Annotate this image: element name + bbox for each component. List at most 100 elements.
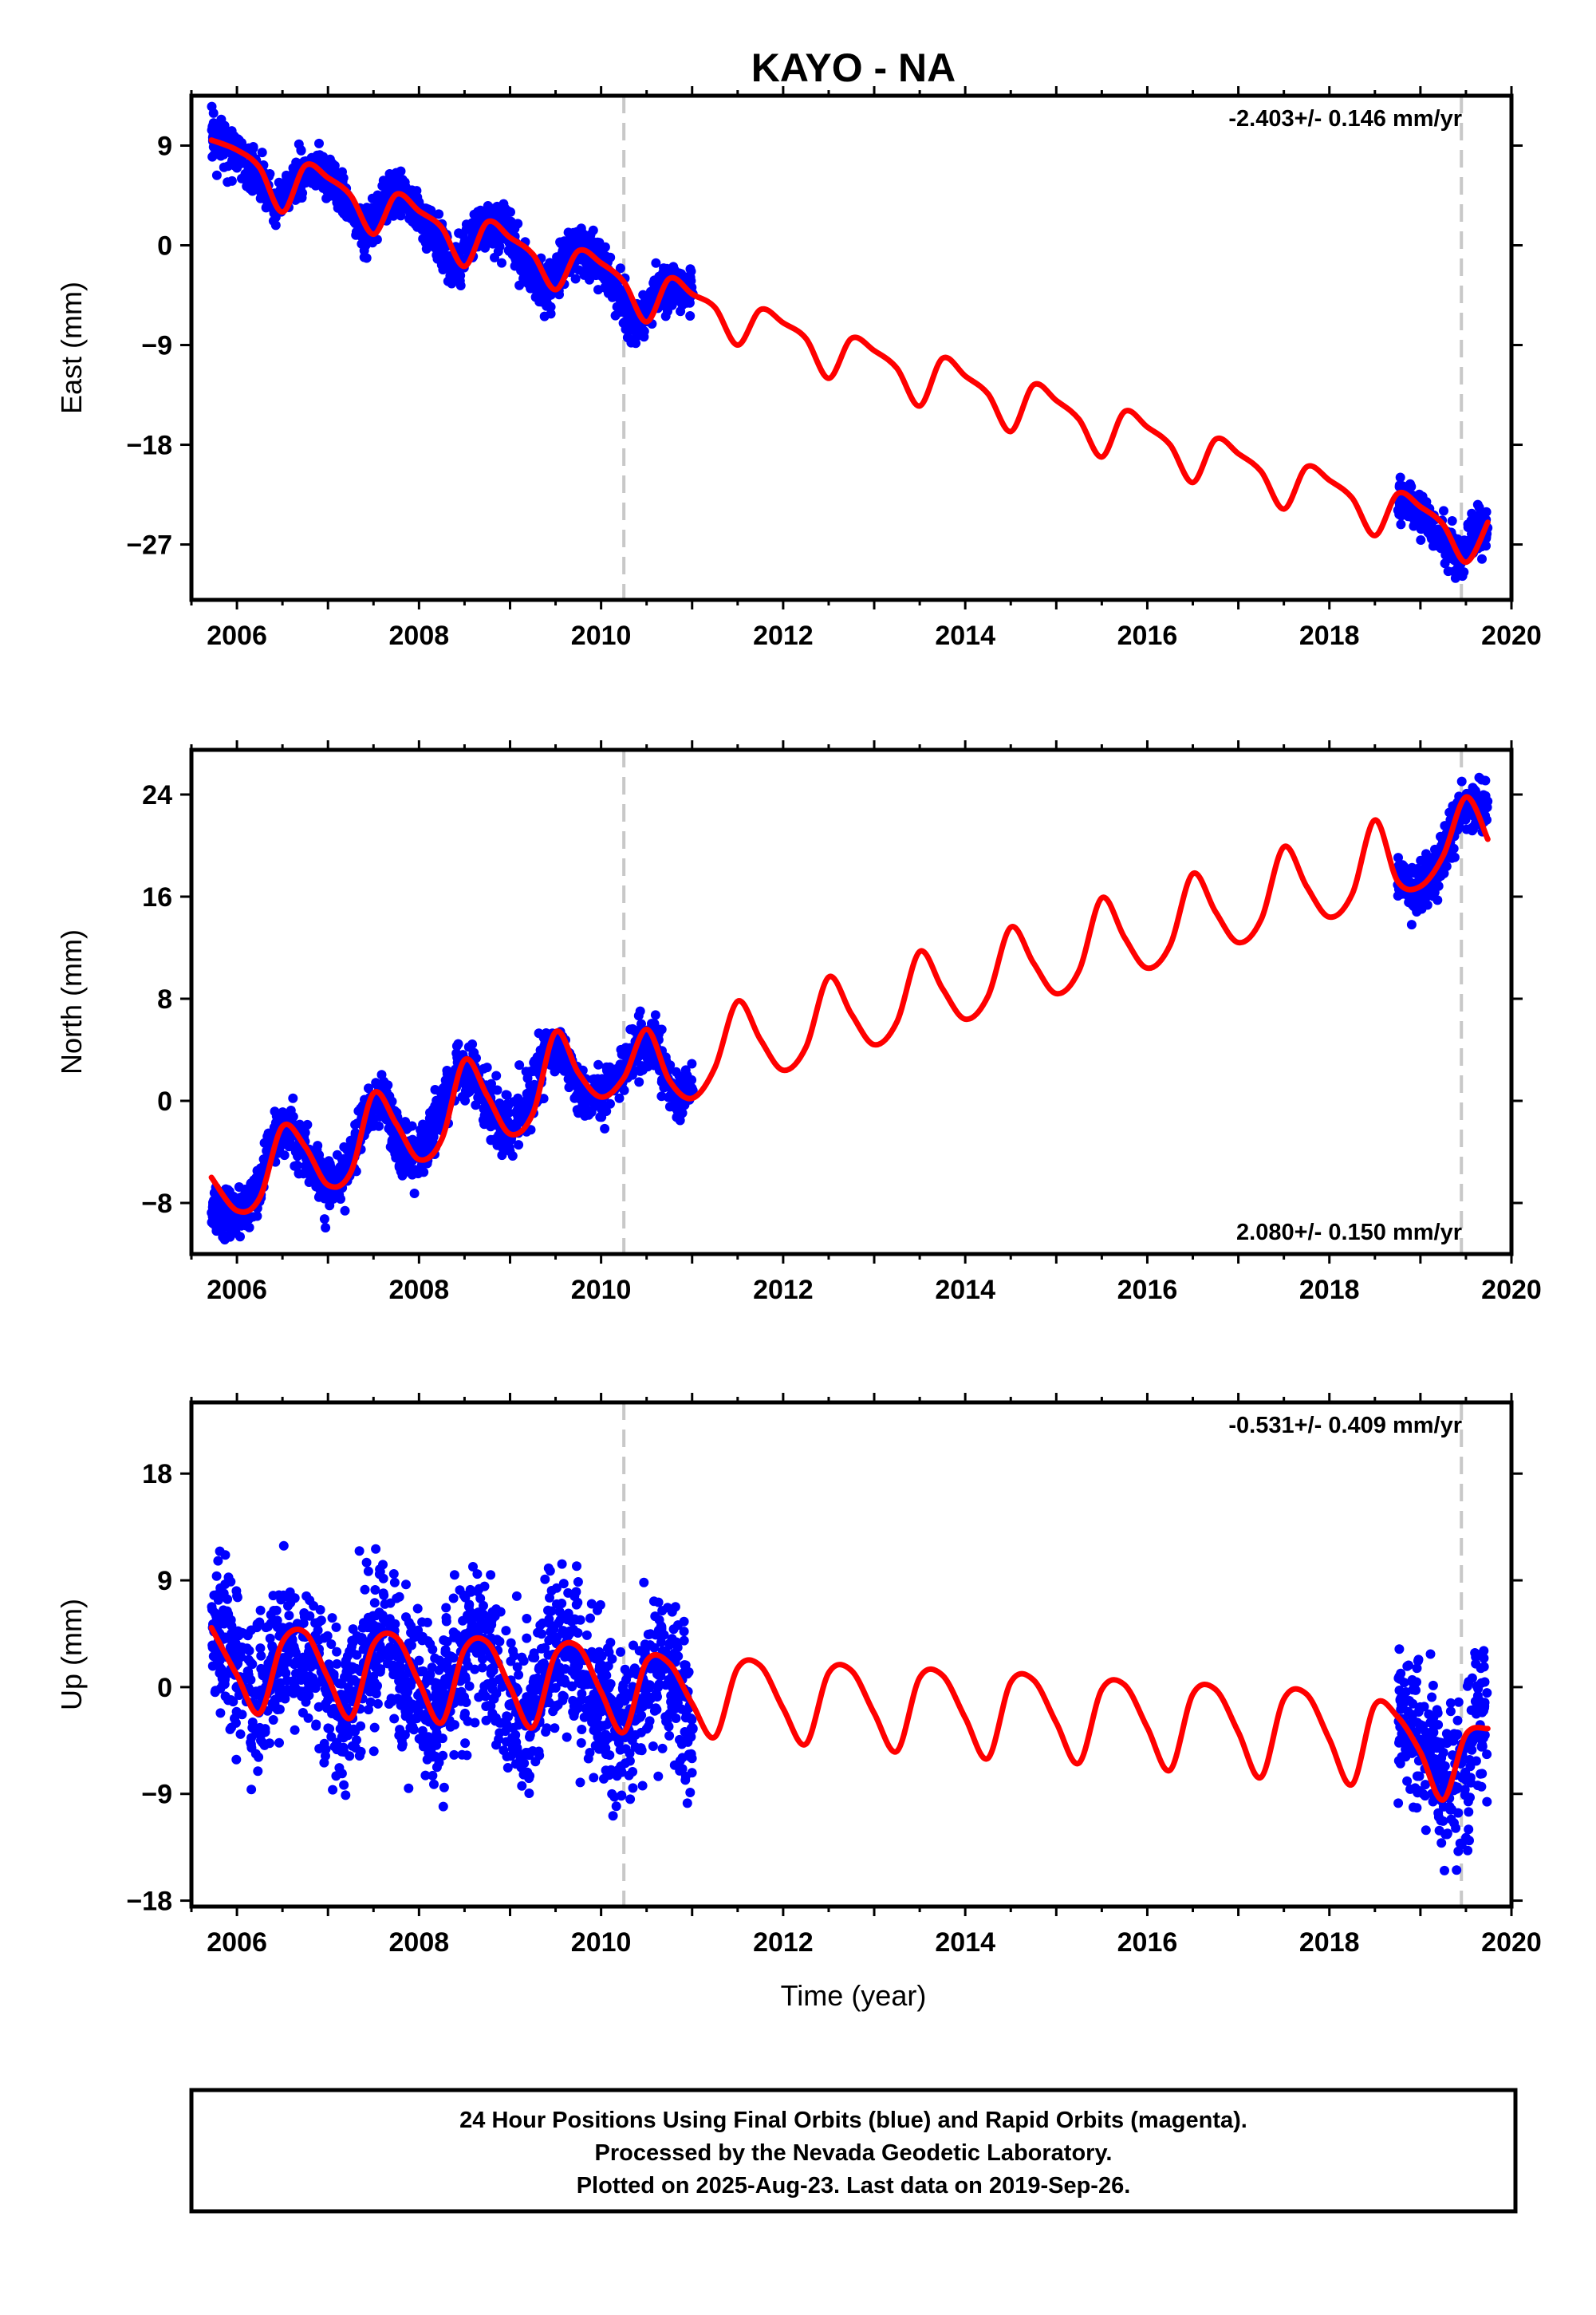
- up-daily-point: [345, 1751, 355, 1761]
- up-daily-point: [586, 1599, 597, 1609]
- up-daily-point: [497, 1682, 507, 1692]
- north-daily-point: [424, 1131, 434, 1142]
- north-ytick-label: 16: [142, 882, 172, 913]
- east-xtick-label: 2020: [1481, 621, 1542, 651]
- up-daily-point: [368, 1746, 379, 1757]
- north-daily-point: [451, 1041, 462, 1051]
- east-plot-area: [207, 101, 1493, 583]
- north-daily-point: [376, 1070, 387, 1080]
- east-ylabel: East (mm): [55, 282, 88, 414]
- north-daily-point: [256, 1172, 266, 1181]
- north-daily-point: [657, 1075, 667, 1085]
- east-daily-point: [568, 227, 578, 238]
- up-daily-point: [364, 1705, 373, 1715]
- east-daily-point: [305, 172, 316, 182]
- up-daily-point: [457, 1749, 467, 1760]
- up-daily-point: [636, 1727, 646, 1737]
- up-daily-point: [511, 1591, 522, 1601]
- north-daily-point: [435, 1087, 446, 1098]
- north-daily-point: [1413, 901, 1423, 911]
- north-daily-point: [234, 1182, 244, 1192]
- up-daily-point: [501, 1626, 511, 1636]
- east-daily-point: [1416, 535, 1426, 545]
- north-daily-point: [588, 1075, 598, 1085]
- east-daily-point: [622, 333, 632, 343]
- east-xtick-label: 2014: [935, 621, 995, 651]
- up-daily-point: [247, 1718, 258, 1727]
- east-daily-point: [493, 246, 503, 257]
- east-daily-point: [423, 235, 433, 245]
- north-daily-point: [461, 1077, 471, 1087]
- east-daily-point: [396, 166, 406, 176]
- up-daily-point: [311, 1721, 321, 1731]
- east-daily-point: [207, 101, 217, 112]
- east-daily-point: [382, 187, 392, 198]
- up-daily-point: [470, 1664, 480, 1674]
- up-daily-point: [253, 1766, 263, 1777]
- north-daily-point: [514, 1060, 525, 1071]
- north-ytick-label: 0: [157, 1087, 172, 1117]
- east-daily-point: [1440, 558, 1450, 569]
- north-xtick-label: 2006: [207, 1275, 267, 1305]
- east-daily-point: [412, 192, 423, 203]
- north-daily-point: [1421, 861, 1431, 871]
- up-daily-point: [517, 1781, 527, 1791]
- up-daily-point: [341, 1790, 351, 1800]
- east-daily-point: [397, 175, 408, 185]
- north-daily-point: [635, 1006, 645, 1016]
- up-daily-point: [475, 1593, 486, 1603]
- east-daily-point: [523, 274, 534, 285]
- north-daily-point: [1406, 920, 1417, 930]
- up-daily-point: [223, 1594, 233, 1604]
- up-daily-point: [554, 1607, 565, 1617]
- east-daily-point: [529, 284, 539, 294]
- east-frame: [189, 93, 1514, 602]
- north-daily-point: [329, 1189, 340, 1199]
- up-daily-point: [677, 1764, 688, 1774]
- east-daily-point: [421, 244, 432, 254]
- east-data-point: [522, 262, 534, 274]
- east-daily-point: [652, 278, 662, 288]
- north-daily-point: [497, 1150, 507, 1161]
- north-daily-point: [369, 1119, 379, 1130]
- east-daily-point: [682, 298, 692, 308]
- east-model-line: [208, 137, 1491, 566]
- up-daily-point: [637, 1781, 648, 1791]
- east-daily-point: [593, 285, 603, 295]
- north-daily-point: [601, 1106, 612, 1116]
- up-daily-point: [448, 1593, 459, 1603]
- east-ytick-label: 9: [157, 132, 172, 162]
- north-daily-point: [671, 1067, 681, 1077]
- north-daily-point: [634, 1077, 644, 1087]
- north-daily-point: [533, 1066, 543, 1075]
- up-daily-point: [680, 1660, 690, 1670]
- north-daily-point: [619, 1049, 629, 1059]
- east-xtick-label: 2008: [389, 621, 450, 651]
- north-xtick-label: 2016: [1117, 1275, 1178, 1305]
- north-daily-point: [1479, 791, 1489, 801]
- north-daily-point: [564, 1083, 574, 1093]
- north-ytick-label: 24: [142, 780, 172, 810]
- up-daily-point: [463, 1716, 473, 1726]
- up-daily-point: [412, 1603, 423, 1614]
- east-data-point: [1469, 527, 1481, 539]
- east-daily-point: [621, 324, 631, 334]
- north-ylabel: North (mm): [55, 929, 88, 1075]
- up-daily-point: [268, 1643, 278, 1653]
- east-daily-point: [585, 230, 596, 240]
- east-daily-point: [372, 205, 382, 215]
- east-daily-point: [366, 215, 376, 226]
- up-daily-point: [449, 1570, 459, 1580]
- north-daily-point: [467, 1039, 478, 1049]
- east-daily-point: [570, 274, 581, 284]
- north-daily-point: [324, 1156, 334, 1166]
- north-daily-point: [340, 1205, 350, 1216]
- north-daily-point: [441, 1094, 451, 1105]
- north-data-point: [577, 1089, 589, 1100]
- north-daily-point: [219, 1218, 228, 1228]
- north-daily-point: [332, 1168, 342, 1178]
- north-xtick-label: 2018: [1299, 1275, 1360, 1305]
- north-daily-point: [513, 1093, 523, 1103]
- north-daily-point: [397, 1153, 408, 1163]
- east-daily-point: [554, 266, 564, 276]
